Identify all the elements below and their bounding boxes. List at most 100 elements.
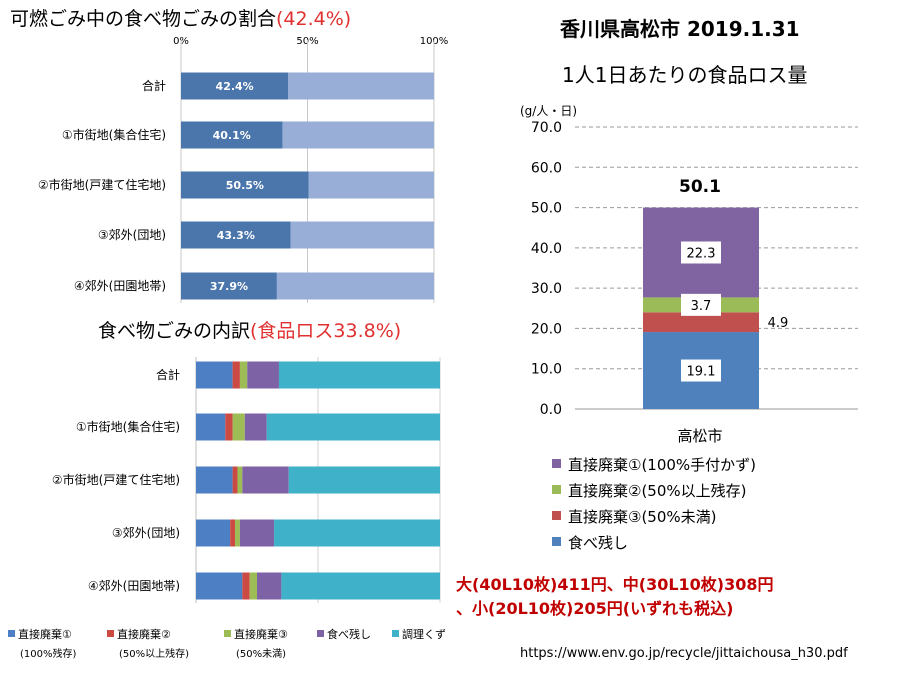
chart2-legend: 直接廃棄① (100%残存) 直接廃棄② (50%以上残存) 直接廃棄③ (50%未満) 食…: [8, 627, 446, 660]
chart1-data-label: 50.5%: [226, 179, 264, 192]
chart2-bar-segment: [196, 413, 226, 441]
chart1-data-label: 40.1%: [213, 129, 251, 142]
chart3-y-tick-label: 70.0: [531, 120, 562, 136]
chart2-category-label: ①市街地(集合住宅): [76, 419, 180, 434]
chart3-data-label: 22.3: [687, 246, 716, 261]
chart2-legend-swatch: [392, 630, 399, 637]
chart2-bar-segment: [249, 572, 257, 600]
chart3: 香川県高松市 2019.1.31 1人1日あたりの食品ロス量 (g/人・日) 0…: [520, 17, 858, 552]
chart2-legend-swatch: [224, 630, 231, 637]
chart2-bar-segment: [244, 413, 267, 441]
chart3-y-tick-label: 40.0: [531, 241, 562, 257]
chart3-legend-label: 直接廃棄①(100%手付かず): [568, 456, 756, 474]
chart1-title: 可燃ごみ中の食べ物ごみの割合(42.4%): [10, 8, 351, 30]
chart2-category-label: ②市街地(戸建て住宅地): [52, 472, 180, 487]
chart2-bar-segment: [288, 466, 440, 494]
chart2-legend-label: 直接廃棄③: [234, 627, 288, 641]
chart2-legend-sublabel: (50%未満): [236, 648, 286, 660]
price-note-line2: 、小(20L10枚)205円(いずれも税込): [456, 599, 733, 618]
chart3-data-label-box: [681, 293, 721, 316]
chart2-category-labels: 合計 ①市街地(集合住宅) ②市街地(戸建て住宅地) ③郊外(団地) ④郊外(田園地帯): [52, 367, 180, 593]
chart1-bar-segment: [181, 272, 277, 300]
chart2-legend-label: 調理くず: [402, 627, 446, 641]
chart3-y-tick-label: 20.0: [531, 321, 562, 337]
chart2-category-label: 合計: [156, 367, 180, 382]
chart3-y-tick-label: 50.0: [531, 201, 562, 217]
chart3-data-label: 3.7: [691, 299, 712, 314]
chart2-bar-segment: [247, 361, 279, 389]
chart1-bar-segment: [181, 171, 309, 199]
chart2-legend-sublabel: (50%以上残存): [119, 647, 189, 660]
chart3-data-label: 19.1: [687, 365, 716, 380]
chart1-bar-segment: [282, 121, 434, 149]
chart1-category-label: ①市街地(集合住宅): [62, 127, 166, 142]
chart2-legend-label: 直接廃棄①: [18, 627, 72, 641]
chart2-bar-segment: [237, 466, 243, 494]
chart2-bar-segment: [196, 519, 231, 547]
chart2-title: 食べ物ごみの内訳(食品ロス33.8%): [98, 320, 401, 342]
chart1-bar-segment: [276, 272, 434, 300]
chart2-legend-sublabel: (100%残存): [20, 647, 76, 660]
chart2-bar-segment: [225, 413, 233, 441]
chart1-bar-segment: [290, 221, 434, 249]
chart2-bar-segment: [242, 572, 250, 600]
chart2-bar-segment: [274, 519, 440, 547]
chart3-subtitle: 1人1日あたりの食品ロス量: [562, 63, 807, 87]
chart1-bar-segment: [308, 171, 434, 199]
chart3-ylabel: (g/人・日): [520, 104, 577, 118]
chart3-legend-swatch: [552, 537, 561, 546]
chart1-bar-segment: [181, 221, 291, 249]
chart2-category-label: ③郊外(団地): [112, 526, 180, 540]
chart3-bar-segment: [643, 312, 759, 333]
chart3-total-label: 50.1: [679, 177, 721, 197]
chart2-category-label: ④郊外(田園地帯): [88, 579, 180, 593]
chart1-data-label: 42.4%: [216, 80, 254, 93]
chart3-category-label: 高松市: [677, 427, 722, 445]
chart2-legend-swatch: [107, 630, 114, 637]
chart1: 可燃ごみ中の食べ物ごみの割合(42.4%) 0% 50% 100% 合計 ①市街地(集…: [10, 8, 448, 303]
price-note-line1: 大(40L10枚)411円、中(30L10枚)308円: [456, 575, 774, 594]
source-url: https://www.env.go.jp/recycle/jittaichou…: [520, 646, 848, 661]
chart3-data-label: 4.9: [768, 316, 789, 331]
chart2-bar-segment: [196, 572, 243, 600]
chart3-y-ticks: 0.0 10.0 20.0 30.0 40.0 50.0 60.0 70.0: [531, 120, 562, 418]
chart1-bar-segment: [288, 72, 434, 100]
chart1-data-label: 43.3%: [217, 229, 255, 242]
chart2-bar-segment: [196, 466, 233, 494]
chart2-bar-segment: [232, 466, 238, 494]
chart1-category-label: ③郊外(団地): [98, 228, 166, 242]
chart1-category-label: ②市街地(戸建て住宅地): [38, 177, 166, 192]
chart3-legend-label: 食べ残し: [568, 534, 628, 552]
chart1-bar-segment: [181, 72, 289, 100]
chart3-data-label-box: [681, 241, 721, 264]
chart3-data-label-box: [681, 359, 721, 382]
chart2-bar-segment: [196, 361, 233, 389]
chart2-bar-segment: [235, 519, 240, 547]
chart2-legend-swatch: [317, 630, 324, 637]
chart2-bar-segment: [232, 361, 240, 389]
chart3-y-tick-label: 60.0: [531, 160, 562, 176]
chart2-bar-segment: [239, 519, 275, 547]
chart2-bar-segment: [257, 572, 282, 600]
chart2-bar-segment: [281, 572, 440, 600]
chart2: 食べ物ごみの内訳(食品ロス33.8%) 合計 ①市街地(集合住宅) ②市街地(戸建て…: [8, 320, 446, 660]
chart2-bar-segment: [230, 519, 236, 547]
chart2-legend-label: 食べ残し: [327, 627, 371, 641]
chart1-data-label: 37.9%: [210, 280, 248, 293]
chart2-bar-segment: [242, 466, 289, 494]
chart3-legend-label: 直接廃棄②(50%以上残存): [568, 482, 747, 500]
chart3-legend-swatch: [552, 459, 561, 468]
chart3-y-tick-label: 30.0: [531, 281, 562, 297]
chart1-category-label: 合計: [142, 78, 166, 93]
chart1-axis-ticks: 0% 50% 100%: [173, 36, 448, 47]
chart2-bar-segment: [232, 413, 245, 441]
chart3-legend-swatch: [552, 511, 561, 520]
chart3-legend: 直接廃棄①(100%手付かず) 直接廃棄②(50%以上残存) 直接廃棄③(50%未満…: [552, 456, 756, 552]
chart3-y-tick-label: 10.0: [531, 362, 562, 378]
chart3-data-labels: 19.1 4.9 3.7 22.3: [681, 241, 789, 382]
chart3-legend-swatch: [552, 485, 561, 494]
chart2-legend-label: 直接廃棄②: [117, 627, 171, 641]
chart1-bar-segment: [181, 121, 283, 149]
chart2-bar-segment: [239, 361, 248, 389]
